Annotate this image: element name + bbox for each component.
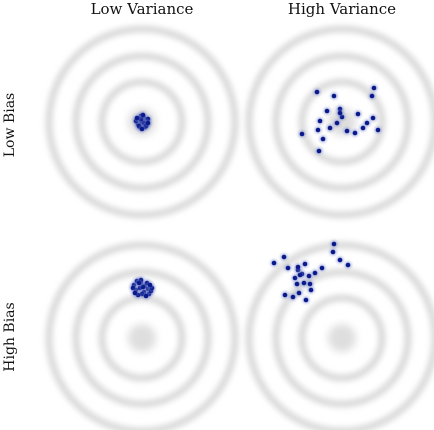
shot-point (352, 130, 358, 136)
shot-point (324, 108, 330, 114)
shot-point (355, 111, 361, 117)
shot-point (371, 85, 377, 91)
target-ring (72, 268, 212, 408)
shot-point (302, 261, 308, 267)
target-ring (298, 294, 386, 382)
target-ring (272, 268, 412, 408)
target-panels (45, 25, 434, 430)
shot-point (140, 284, 146, 290)
shot-point (364, 120, 370, 126)
shot-point (132, 290, 138, 296)
column-label-high-variance: High Variance (287, 0, 397, 18)
shot-point (308, 287, 314, 293)
target-high-bias-low-variance (45, 241, 239, 430)
shot-point (296, 290, 302, 296)
target-low-bias-low-variance (45, 25, 239, 219)
target-ring (298, 78, 386, 166)
shot-point (375, 127, 381, 133)
shot-point (297, 272, 303, 278)
target-ring (98, 294, 186, 382)
shot-point (307, 281, 313, 287)
target-low-bias-high-variance (245, 25, 434, 219)
shot-point (271, 260, 277, 266)
shot-point (344, 128, 350, 134)
shot-point (301, 280, 307, 286)
target-ring (98, 78, 186, 166)
shot-point (319, 265, 325, 271)
shot-point (330, 249, 336, 255)
shot-point (136, 280, 142, 286)
shot-point (370, 115, 376, 121)
target-ring (72, 52, 212, 192)
shot-point (303, 297, 309, 303)
shot-point (282, 292, 288, 298)
shot-point (360, 125, 366, 131)
shot-point (345, 262, 351, 268)
target-ring (245, 241, 434, 430)
shot-point (331, 241, 337, 247)
shot-point (139, 126, 145, 132)
shot-point (281, 254, 287, 260)
shot-point (143, 293, 149, 299)
target-ring (272, 52, 412, 192)
shot-point (315, 127, 321, 133)
shot-point (334, 120, 340, 126)
shot-point (292, 275, 298, 281)
target-ring (45, 241, 239, 430)
shot-point (327, 125, 333, 131)
shot-point (134, 115, 140, 121)
shot-point (331, 93, 337, 99)
column-label-low-variance: Low Variance (90, 0, 194, 18)
shot-point (314, 89, 320, 95)
shot-point (316, 148, 322, 154)
target-ring (45, 25, 239, 219)
bullseye (128, 324, 156, 352)
shot-point (145, 120, 151, 126)
shot-point (299, 131, 305, 137)
shot-point (320, 136, 326, 142)
target-high-bias-high-variance (245, 240, 434, 430)
shot-point (312, 270, 318, 276)
shot-point (290, 294, 296, 300)
shot-point (337, 257, 343, 263)
shot-point (130, 285, 136, 291)
shot-point (317, 118, 323, 124)
bullseye (328, 324, 356, 352)
shot-point (147, 282, 153, 288)
shot-point (285, 265, 291, 271)
shot-point (369, 93, 375, 99)
shot-point (294, 281, 300, 287)
target-ring (245, 25, 434, 219)
shot-point (140, 112, 146, 118)
shot-point (306, 273, 312, 279)
shot-point (295, 264, 301, 270)
shot-point (337, 110, 343, 116)
